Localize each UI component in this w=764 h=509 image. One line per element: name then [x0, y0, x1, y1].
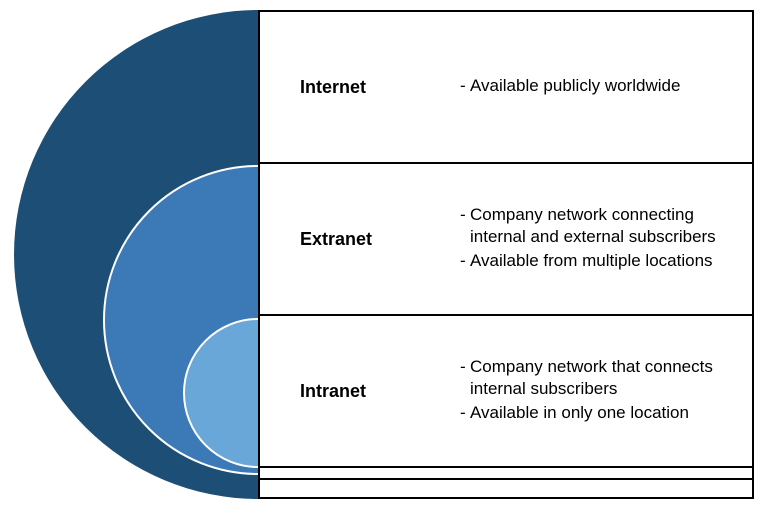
bullet-dash: - [460, 75, 470, 97]
footer-gap [260, 468, 752, 480]
bullet-text: Available publicly worldwide [470, 75, 740, 97]
bullet: -Company network that connects internal … [460, 356, 740, 400]
bullet: -Available publicly worldwide [460, 75, 740, 97]
bullet-dash: - [460, 204, 470, 248]
bullet: -Available from multiple locations [460, 250, 740, 272]
bullet-text: Company network connecting internal and … [470, 204, 740, 248]
table-row: Internet-Available publicly worldwide [260, 12, 752, 164]
bullet: -Company network connecting internal and… [460, 204, 740, 248]
bullet-text: Available in only one location [470, 402, 740, 424]
row-description: -Company network connecting internal and… [460, 190, 752, 288]
semicircle-stack [10, 10, 258, 499]
row-description: -Available publicly worldwide [460, 61, 752, 113]
row-label: Extranet [260, 229, 460, 250]
bullet-text: Available from multiple locations [470, 250, 740, 272]
table-row: Intranet-Company network that connects i… [260, 316, 752, 468]
row-label: Internet [260, 77, 460, 98]
bullet-text: Company network that connects internal s… [470, 356, 740, 400]
bullet-dash: - [460, 402, 470, 424]
bullet: -Available in only one location [460, 402, 740, 424]
definition-table: Internet-Available publicly worldwideExt… [258, 10, 754, 499]
bullet-dash: - [460, 250, 470, 272]
row-label: Intranet [260, 381, 460, 402]
bullet-dash: - [460, 356, 470, 400]
row-description: -Company network that connects internal … [460, 342, 752, 440]
table-row: Extranet-Company network connecting inte… [260, 164, 752, 316]
diagram-container: Internet-Available publicly worldwideExt… [10, 10, 754, 499]
footer-bottom [260, 480, 752, 498]
